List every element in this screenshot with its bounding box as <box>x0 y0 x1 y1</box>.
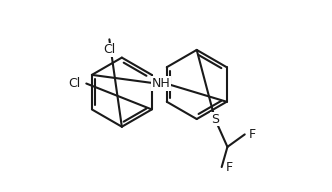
Text: Cl: Cl <box>103 43 116 56</box>
Text: Cl: Cl <box>68 77 81 90</box>
Text: F: F <box>249 128 256 141</box>
Text: S: S <box>211 113 219 126</box>
Text: NH: NH <box>152 77 171 90</box>
Text: F: F <box>225 161 233 174</box>
